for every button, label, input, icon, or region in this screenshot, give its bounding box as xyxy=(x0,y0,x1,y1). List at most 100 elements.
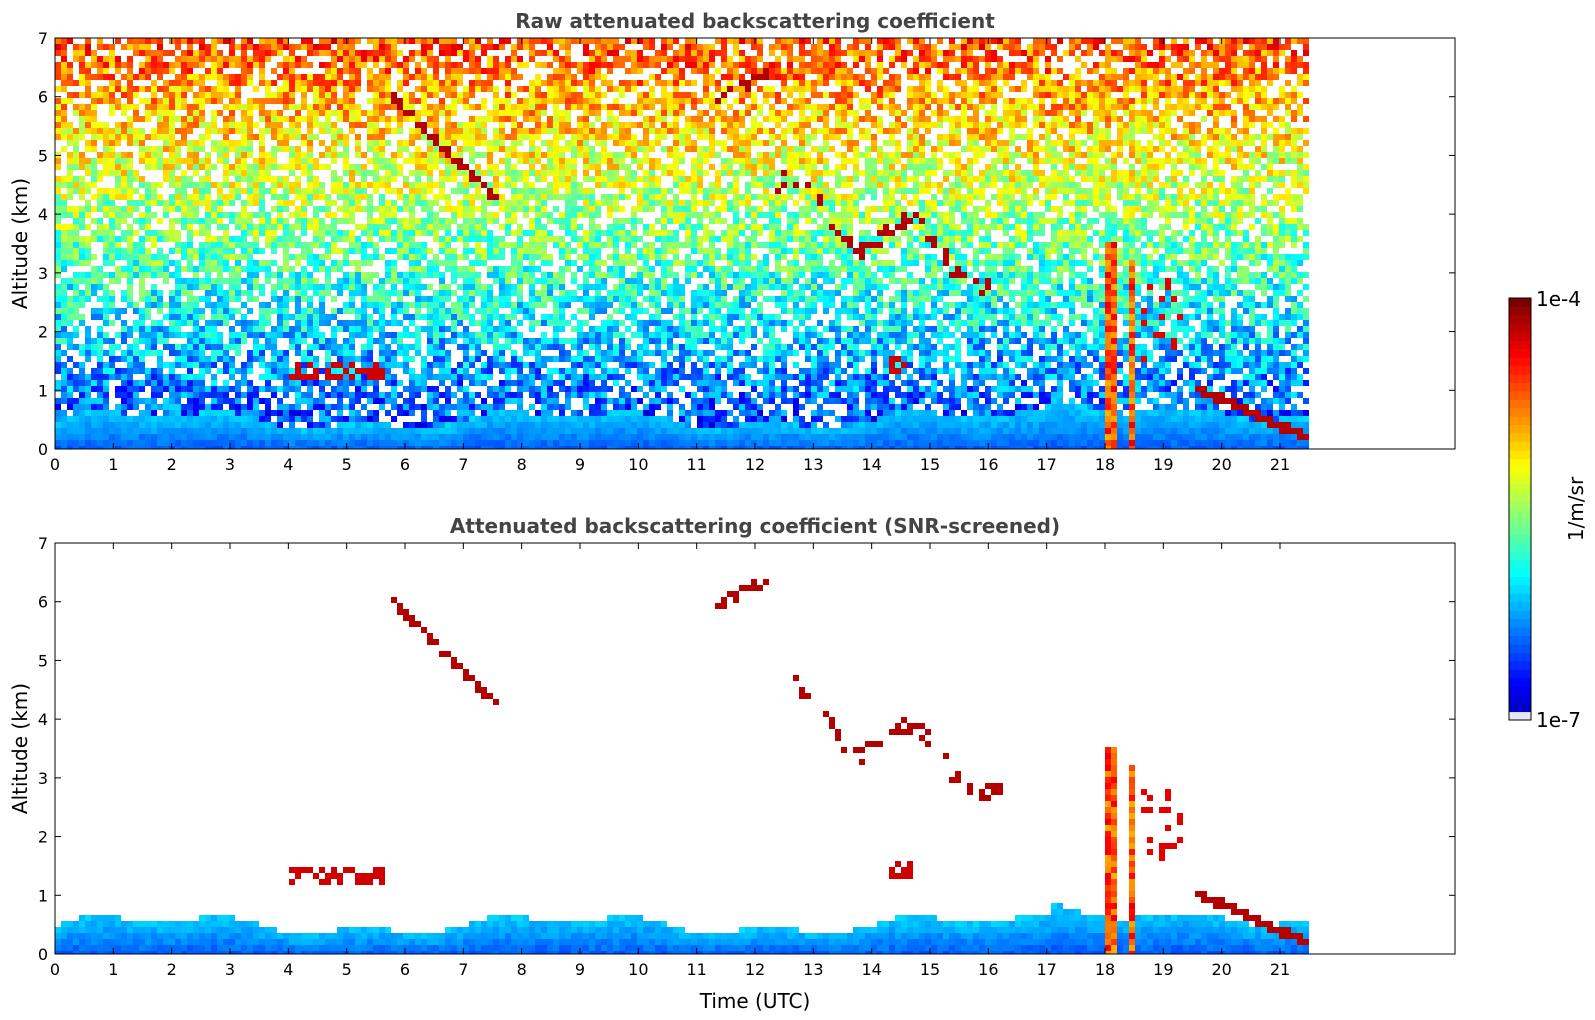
heatmap-cell xyxy=(133,200,139,206)
heatmap-cell xyxy=(55,122,61,128)
heatmap-cell xyxy=(61,386,67,392)
heatmap-cell xyxy=(373,188,379,194)
heatmap-cell xyxy=(439,104,445,110)
heatmap-cell xyxy=(301,290,307,296)
heatmap-cell xyxy=(259,224,265,230)
heatmap-cell xyxy=(127,152,133,158)
heatmap-cell xyxy=(229,422,235,428)
heatmap-cell xyxy=(259,68,265,74)
heatmap-cell xyxy=(205,422,211,428)
heatmap-cell xyxy=(67,416,73,422)
heatmap-cell xyxy=(265,116,271,122)
heatmap-cell xyxy=(559,98,565,104)
heatmap-cell xyxy=(181,182,187,188)
heatmap-cell xyxy=(175,206,181,212)
heatmap-cell xyxy=(577,254,583,260)
heatmap-cell xyxy=(91,104,97,110)
heatmap-cell xyxy=(595,302,601,308)
heatmap-cell xyxy=(169,434,175,440)
heatmap-cell xyxy=(61,278,67,284)
heatmap-cell xyxy=(343,446,349,449)
heatmap-cell xyxy=(271,38,277,44)
heatmap-cell xyxy=(115,386,121,392)
heatmap-cell xyxy=(247,320,253,326)
heatmap-cell xyxy=(421,134,427,140)
heatmap-cell xyxy=(439,86,445,92)
heatmap-cell xyxy=(193,410,199,416)
heatmap-cell xyxy=(553,146,559,152)
heatmap-cell xyxy=(175,164,181,170)
heatmap-cell xyxy=(151,194,157,200)
heatmap-cell xyxy=(199,248,205,254)
heatmap-cell xyxy=(151,110,157,116)
heatmap-cell xyxy=(247,398,253,404)
heatmap-cell xyxy=(565,338,571,344)
heatmap-cell xyxy=(181,404,187,410)
heatmap-cell xyxy=(307,308,313,314)
heatmap-cell xyxy=(517,362,523,368)
heatmap-cell xyxy=(409,272,415,278)
heatmap-cell xyxy=(235,350,241,356)
heatmap-cell xyxy=(73,158,79,164)
heatmap-cell xyxy=(487,140,493,146)
heatmap-cell xyxy=(505,92,511,98)
heatmap-cell xyxy=(313,110,319,116)
heatmap-cell xyxy=(595,242,601,248)
heatmap-cell xyxy=(307,110,313,116)
heatmap-cell xyxy=(139,272,145,278)
heatmap-cell xyxy=(277,74,283,80)
heatmap-cell xyxy=(295,326,301,332)
heatmap-cell xyxy=(109,206,115,212)
heatmap-cell xyxy=(541,242,547,248)
heatmap-cell xyxy=(73,104,79,110)
heatmap-cell xyxy=(385,410,391,416)
heatmap-cell xyxy=(217,152,223,158)
heatmap-cell xyxy=(541,362,547,368)
heatmap-cell xyxy=(367,326,373,332)
heatmap-cell xyxy=(391,158,397,164)
heatmap-cell xyxy=(157,44,163,50)
heatmap-cell xyxy=(169,152,175,158)
heatmap-cell xyxy=(277,356,283,362)
heatmap-cell xyxy=(547,446,553,449)
heatmap-cell xyxy=(523,410,529,416)
heatmap-cell xyxy=(211,50,217,56)
heatmap-cell xyxy=(307,254,313,260)
heatmap-cell xyxy=(541,50,547,56)
heatmap-cell xyxy=(367,380,373,386)
heatmap-cell xyxy=(487,290,493,296)
heatmap-cell xyxy=(187,38,193,44)
heatmap-cell xyxy=(517,158,523,164)
heatmap-cell xyxy=(325,128,331,134)
heatmap-cell xyxy=(355,116,361,122)
heatmap-cell xyxy=(403,236,409,242)
heatmap-cell xyxy=(223,290,229,296)
heatmap-cell xyxy=(475,374,481,380)
heatmap-cell xyxy=(241,434,247,440)
heatmap-cell xyxy=(481,134,487,140)
heatmap-cell xyxy=(409,278,415,284)
heatmap-cell xyxy=(511,176,517,182)
heatmap-cell xyxy=(481,422,487,428)
heatmap-cell xyxy=(325,290,331,296)
heatmap-cell xyxy=(175,248,181,254)
heatmap-cell xyxy=(325,230,331,236)
heatmap-cell xyxy=(487,110,493,116)
heatmap-cell xyxy=(91,428,97,434)
heatmap-cell xyxy=(175,260,181,266)
heatmap-cell xyxy=(325,164,331,170)
heatmap-cell xyxy=(139,218,145,224)
heatmap-cell xyxy=(223,296,229,302)
heatmap-cell xyxy=(589,122,595,128)
heatmap-cell xyxy=(577,338,583,344)
heatmap-cell xyxy=(499,272,505,278)
heatmap-cell xyxy=(151,332,157,338)
heatmap-cell xyxy=(151,350,157,356)
heatmap-cell xyxy=(181,320,187,326)
heatmap-cell xyxy=(601,230,607,236)
heatmap-cell xyxy=(301,188,307,194)
heatmap-cell xyxy=(499,314,505,320)
heatmap-cell xyxy=(403,290,409,296)
heatmap-cell xyxy=(61,326,67,332)
heatmap-cell xyxy=(541,302,547,308)
